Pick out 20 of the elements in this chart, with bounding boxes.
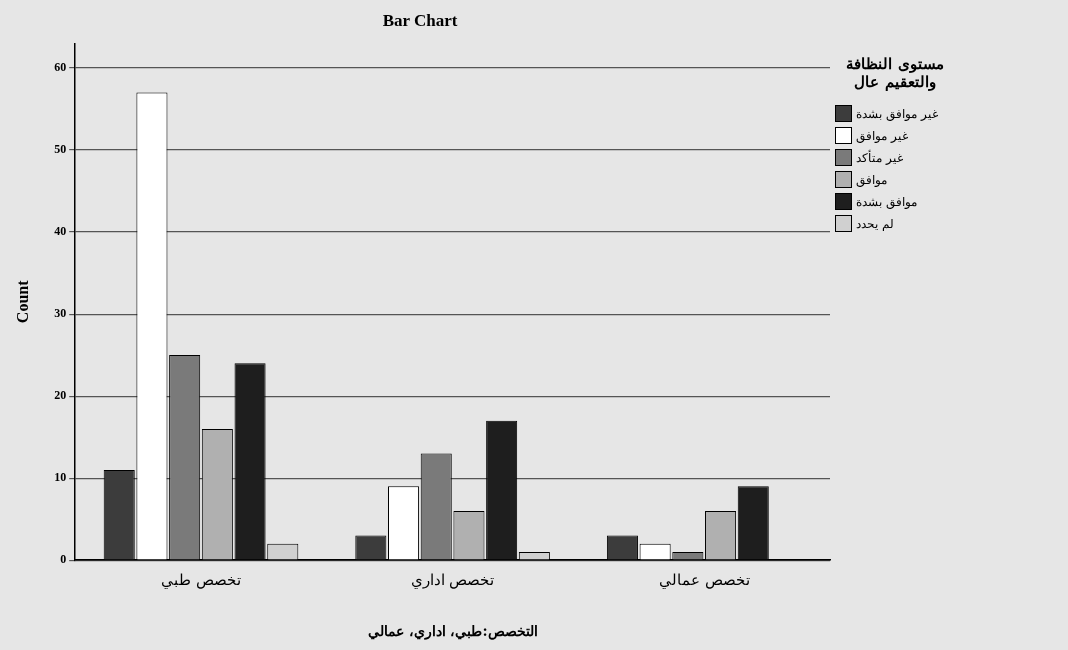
chart-title: Bar Chart xyxy=(382,10,458,30)
legend-label: غير موافق xyxy=(856,128,908,143)
legend-title: مستوى النظافة والتعقيم عال xyxy=(845,55,945,91)
legend-label: لم يحدد xyxy=(856,216,894,231)
x-tick-label: تخصص اداري xyxy=(410,571,495,590)
y-tick-label: 0 xyxy=(60,552,67,567)
y-tick-label: 50 xyxy=(54,142,67,157)
y-tick-label: 30 xyxy=(54,306,67,321)
y-tick-label: 40 xyxy=(54,224,67,239)
y-tick-label: 60 xyxy=(54,60,67,75)
legend-label: موافق بشدة xyxy=(856,194,917,209)
y-axis-title: Count xyxy=(13,279,31,324)
legend-label: موافق xyxy=(856,172,887,187)
x-axis-title: التخصص:طبي، اداري، عمالي xyxy=(367,623,538,641)
x-tick-label: تخصص طبي xyxy=(161,571,241,590)
y-tick-label: 10 xyxy=(54,470,67,485)
y-tick-label: 20 xyxy=(54,388,67,403)
x-tick-label: تخصص عمالي xyxy=(658,571,750,590)
legend-label: غير متأكد xyxy=(856,150,903,165)
legend-label: غير موافق بشدة xyxy=(856,106,938,121)
